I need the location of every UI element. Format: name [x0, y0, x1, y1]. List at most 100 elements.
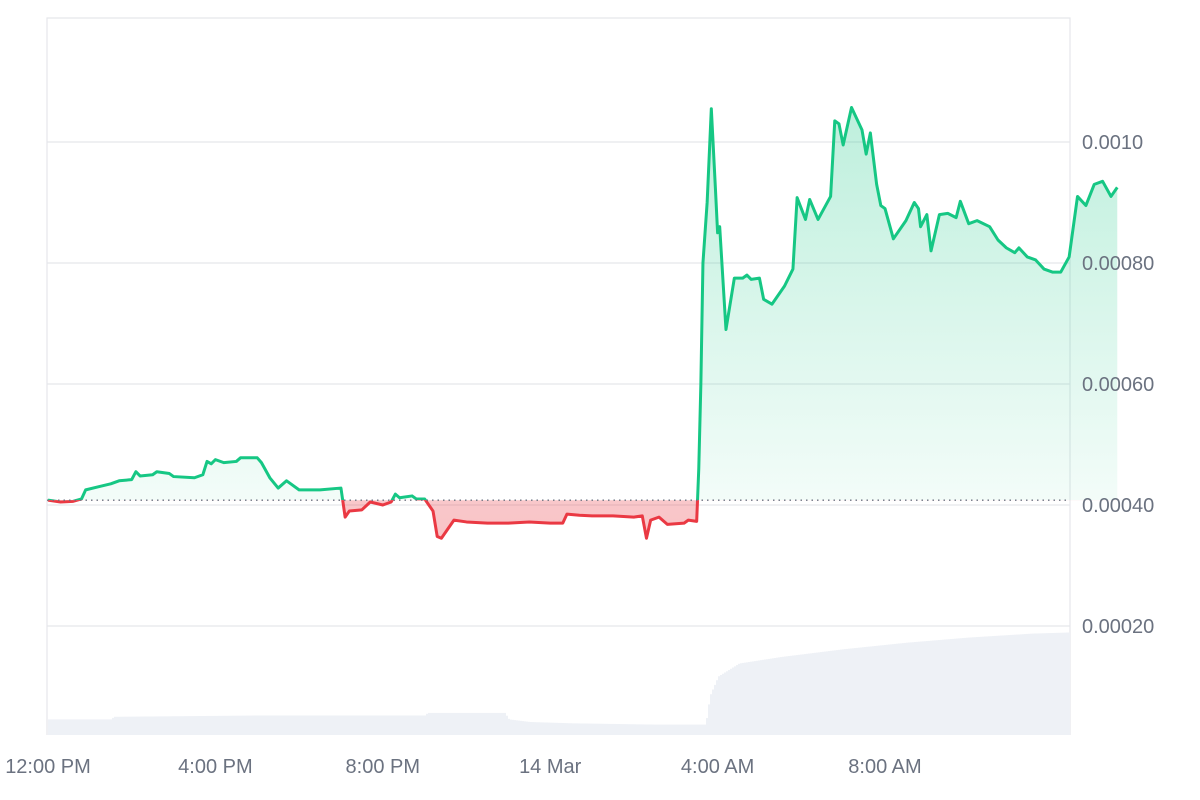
- volume-bar: [760, 660, 762, 735]
- volume-bar: [940, 639, 942, 735]
- volume-bar: [684, 724, 686, 735]
- volume-bar: [826, 651, 828, 735]
- volume-bar: [564, 723, 566, 735]
- volume-bar: [408, 715, 410, 735]
- volume-bar: [876, 645, 878, 735]
- volume-bar: [446, 712, 448, 735]
- volume-bar: [896, 643, 898, 735]
- volume-bar: [268, 715, 270, 735]
- volume-bar: [246, 715, 248, 735]
- volume-bar: [798, 654, 800, 735]
- volume-bar: [692, 724, 694, 735]
- volume-bar: [878, 645, 880, 735]
- volume-bar: [176, 716, 178, 735]
- volume-bar: [322, 715, 324, 735]
- volume-bar: [966, 637, 968, 735]
- volume-bar: [604, 723, 606, 735]
- volume-bar: [542, 722, 544, 735]
- volume-bar: [494, 712, 496, 735]
- volume-bar: [1060, 632, 1062, 735]
- volume-bar: [816, 652, 818, 735]
- x-tick-label: 4:00 AM: [681, 756, 754, 778]
- volume-bar: [354, 715, 356, 735]
- volume-bar: [968, 637, 970, 735]
- volume-bar: [568, 723, 570, 735]
- volume-bar: [396, 715, 398, 735]
- volume-bar: [50, 719, 52, 735]
- volume-bar: [796, 655, 798, 735]
- volume-bar: [640, 724, 642, 735]
- volume-bar: [594, 723, 596, 735]
- volume-bar: [200, 716, 202, 735]
- volume-bar: [170, 716, 172, 735]
- volume-bar: [440, 712, 442, 735]
- volume-bar: [976, 637, 978, 735]
- loss-area: [48, 500, 698, 539]
- volume-bar: [938, 640, 940, 735]
- volume-bar: [946, 639, 948, 735]
- volume-bar: [762, 659, 764, 735]
- volume-bar: [638, 724, 640, 735]
- volume-bar: [1042, 633, 1044, 735]
- volume-bar: [562, 723, 564, 735]
- volume-bar: [740, 663, 742, 735]
- volume-bar: [786, 656, 788, 735]
- volume-bar: [944, 639, 946, 735]
- volume-bar: [662, 724, 664, 735]
- volume-bar: [376, 715, 378, 735]
- volume-bar: [766, 659, 768, 735]
- volume-bar: [532, 722, 534, 735]
- volume-bar: [960, 638, 962, 735]
- volume-bar: [468, 712, 470, 735]
- volume-bar: [1052, 632, 1054, 735]
- volume-bar: [904, 642, 906, 735]
- volume-bar: [912, 642, 914, 735]
- volume-bar: [700, 724, 702, 735]
- volume-bar: [312, 715, 314, 735]
- volume-bar: [748, 662, 750, 735]
- volume-bar: [730, 668, 732, 735]
- y-tick-label: 0.00040: [1082, 495, 1154, 517]
- volume-bar: [636, 724, 638, 735]
- x-tick-label: 12:00 PM: [5, 756, 91, 778]
- volume-bar: [336, 715, 338, 735]
- volume-bar: [364, 715, 366, 735]
- gain-area: [48, 107, 1118, 501]
- volume-bar: [232, 715, 234, 735]
- volume-bar: [152, 716, 154, 735]
- volume-bar: [172, 716, 174, 735]
- volume-bar: [794, 655, 796, 735]
- volume-bar: [460, 712, 462, 735]
- volume-bar: [686, 724, 688, 735]
- volume-bar: [100, 719, 102, 735]
- volume-bar: [372, 715, 374, 735]
- volume-bar: [208, 715, 210, 735]
- volume-bar: [602, 723, 604, 735]
- volume-bar: [1054, 632, 1056, 735]
- volume-bar: [854, 648, 856, 735]
- volume-bar: [880, 645, 882, 735]
- volume-bar: [280, 715, 282, 735]
- volume-bar: [326, 715, 328, 735]
- volume-bar: [508, 718, 510, 735]
- volume-bar: [60, 719, 62, 735]
- volume-bar: [758, 660, 760, 735]
- volume-bar: [928, 640, 930, 735]
- volume-bar: [982, 636, 984, 735]
- volume-bar: [722, 673, 724, 735]
- volume-bar: [402, 715, 404, 735]
- volume-bar: [134, 716, 136, 735]
- volume-bar: [94, 719, 96, 735]
- volume-bar: [632, 724, 634, 735]
- volume-bar: [430, 712, 432, 735]
- volume-bar: [442, 712, 444, 735]
- volume-bar: [330, 715, 332, 735]
- volume-bar: [984, 636, 986, 735]
- volume-bar: [768, 658, 770, 735]
- volume-bar: [342, 715, 344, 735]
- volume-bar: [1028, 633, 1030, 735]
- volume-bar: [160, 716, 162, 735]
- volume-bar: [490, 712, 492, 735]
- volume-bar: [240, 715, 242, 735]
